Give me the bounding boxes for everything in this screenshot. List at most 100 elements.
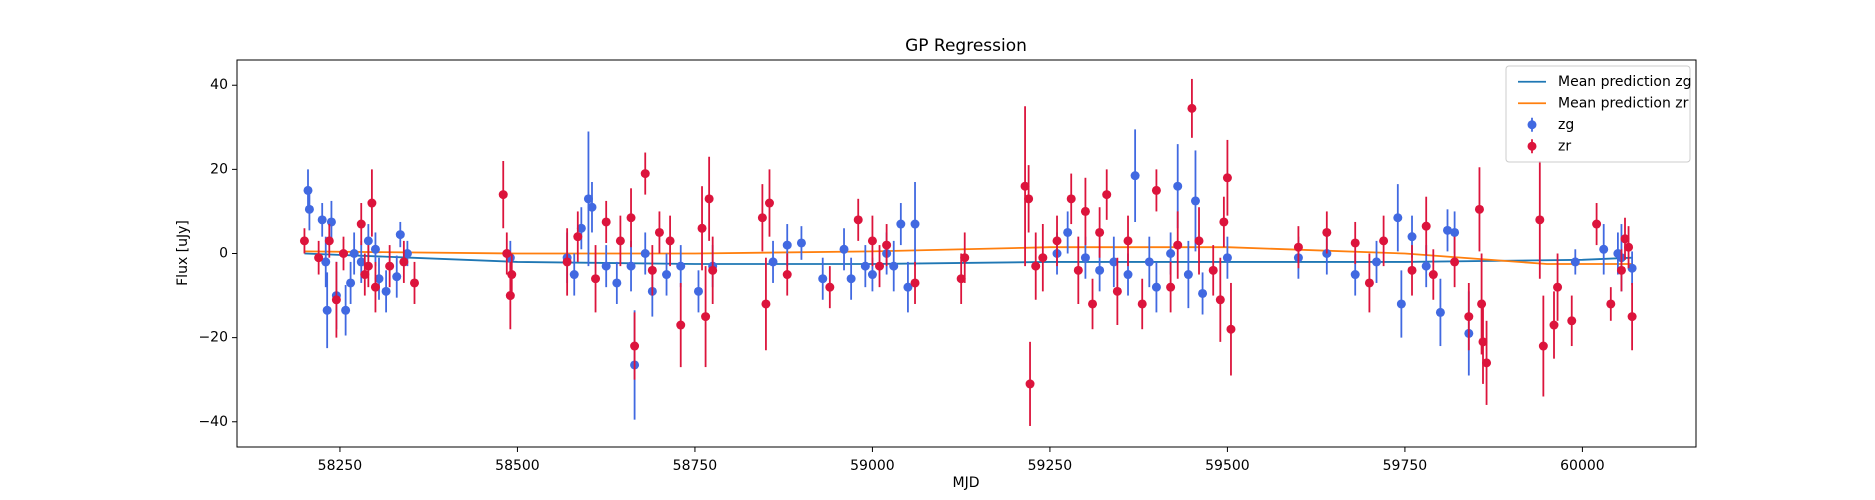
data-point [782,240,792,250]
data-point [782,270,792,280]
data-point [867,270,877,280]
data-point [409,278,419,288]
data-point [1627,312,1637,322]
data-point [1599,244,1609,254]
data-point [601,217,611,227]
data-point [1166,282,1176,292]
data-point [1393,213,1403,223]
data-point [1095,265,1105,275]
data-point [505,291,515,301]
data-point [1112,286,1122,296]
data-point [346,278,356,288]
data-point [1198,288,1208,298]
data-point [1208,265,1218,275]
data-point [764,198,774,208]
data-point [615,236,625,246]
data-point [507,270,517,280]
data-point [701,312,711,322]
data-point [314,253,324,263]
data-point [1173,181,1183,191]
x-tick-label: 60000 [1560,458,1605,474]
data-point [1038,253,1048,263]
legend-label: zr [1558,138,1571,154]
data-point [1407,232,1417,242]
data-point [1428,270,1438,280]
data-point [665,236,675,246]
data-point [573,232,583,242]
data-point [321,257,331,267]
data-point [1080,206,1090,216]
data-point [676,320,686,330]
data-point [562,257,572,267]
data-point [395,230,405,240]
data-point [867,236,877,246]
data-point [356,219,366,229]
data-point [693,286,703,296]
data-point [768,257,778,267]
data-point [1215,295,1225,305]
plot-frame [236,59,1697,448]
data-point [1123,270,1133,280]
data-point [1052,236,1062,246]
data-point [1407,265,1417,275]
data-point [1031,261,1041,271]
data-point [1482,358,1492,368]
data-point [818,274,828,284]
data-point [676,261,686,271]
data-point [402,249,412,258]
data-point [757,213,767,223]
data-point [761,299,771,309]
legend-swatch [1527,141,1537,151]
data-point [1450,257,1460,267]
data-point [326,217,336,227]
data-point [704,194,714,204]
data-point [1624,242,1634,252]
data-point [1137,299,1147,309]
data-point [1109,257,1119,267]
data-point [1464,312,1474,322]
mean-line [304,246,1633,265]
data-point [1173,240,1183,250]
data-point [1183,270,1193,280]
data-point [1222,173,1232,183]
data-point [1095,227,1105,237]
data-point [1025,379,1035,389]
data-point [317,215,327,225]
data-point [1222,253,1232,263]
legend-swatch [1527,120,1537,130]
data-point [860,261,870,271]
data-point [1151,282,1161,292]
data-point [1194,236,1204,246]
data-point [331,295,341,305]
data-point [1435,307,1445,317]
data-point [662,270,672,280]
data-point [825,282,835,292]
data-point [591,274,601,284]
data-point [1020,181,1030,191]
x-tick-label: 58750 [673,458,718,474]
data-point [960,253,970,263]
x-tick-label: 58500 [495,458,540,474]
y-tick-label: −20 [198,330,228,346]
data-point [1350,270,1360,280]
data-point [1102,190,1112,200]
y-tick-label: 20 [210,161,228,177]
data-point [839,244,849,254]
data-point [1549,320,1559,330]
data-point [853,215,863,225]
data-point [647,265,657,275]
data-point [363,236,373,246]
data-point [1620,234,1630,244]
data-point [1066,194,1076,204]
data-point [1293,242,1303,252]
data-point [626,213,636,223]
data-point [576,223,586,233]
data-point [1024,194,1034,204]
data-point [1535,215,1545,225]
data-point [1151,185,1161,195]
data-point [341,305,351,315]
data-point [363,261,373,271]
data-point [1538,341,1548,351]
y-tick-label: 40 [210,77,228,93]
